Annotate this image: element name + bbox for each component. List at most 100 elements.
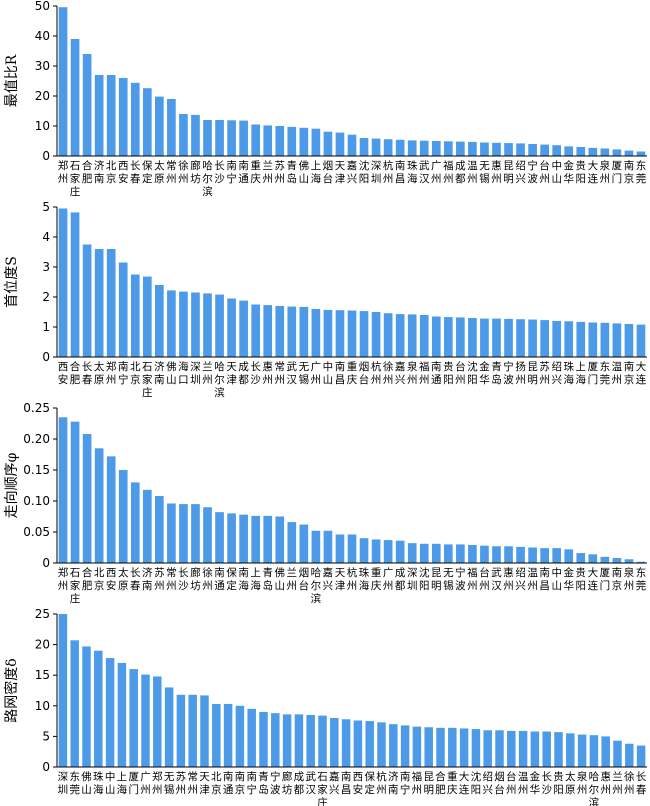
x-tick-label: 郑州 bbox=[106, 360, 117, 386]
x-tick-label: 南京 bbox=[624, 159, 635, 185]
x-tick-label: 杭州 bbox=[371, 360, 382, 386]
x-tick-label: 烟台 bbox=[359, 360, 370, 386]
bar-4-3 bbox=[82, 646, 91, 767]
x-tick-label: 武汉 bbox=[419, 159, 430, 185]
x-tick-label: 天津 bbox=[199, 771, 210, 796]
bar-3-31 bbox=[419, 543, 429, 563]
bar-4-22 bbox=[306, 714, 315, 767]
bar-3-33 bbox=[443, 544, 453, 563]
x-tick-label: 廊坊 bbox=[190, 566, 201, 592]
bar-3-49 bbox=[636, 561, 646, 563]
x-tick-label: 北京 bbox=[106, 160, 117, 185]
bar-4-37 bbox=[483, 730, 492, 767]
x-tick-label: 深圳 bbox=[407, 567, 418, 592]
bar-3-48 bbox=[624, 559, 634, 563]
y-tick-label: 5 bbox=[42, 200, 50, 214]
x-tick-label: 兰州 bbox=[262, 159, 273, 185]
bar-4-15 bbox=[223, 703, 233, 767]
x-tick-label: 上海 bbox=[576, 361, 587, 386]
bar-4-12 bbox=[188, 694, 197, 767]
x-tick-label: 成都 bbox=[395, 567, 406, 592]
bar-4-29 bbox=[389, 724, 398, 767]
bar-4-50 bbox=[636, 745, 646, 767]
bar-3-26 bbox=[359, 538, 369, 563]
x-tick-label: 贵阳 bbox=[576, 159, 587, 185]
bar-4-8 bbox=[141, 674, 150, 767]
x-tick-label: 烟台 bbox=[323, 159, 334, 185]
y-axis-label: 最值比R bbox=[4, 54, 20, 107]
bar-4-28 bbox=[377, 722, 386, 767]
bar-1-32 bbox=[431, 141, 441, 156]
x-tick-label: 长沙 bbox=[541, 771, 552, 796]
bar-4-44 bbox=[566, 733, 575, 767]
bar-4-46 bbox=[589, 735, 599, 767]
bar-4-17 bbox=[247, 708, 256, 767]
x-tick-label: 常州 bbox=[166, 159, 177, 185]
x-tick-label: 嘉兴 bbox=[329, 770, 340, 796]
bar-3-24 bbox=[335, 534, 345, 563]
bar-4-31 bbox=[412, 726, 422, 767]
bar-4-14 bbox=[212, 703, 221, 767]
x-tick-label: 深圳 bbox=[371, 160, 382, 185]
x-tick-label: 武汉 bbox=[287, 360, 298, 386]
bar-1-3 bbox=[82, 54, 92, 156]
bar-4-34 bbox=[448, 727, 457, 767]
x-tick-label: 福州 bbox=[419, 360, 430, 386]
x-tick-label: 济南 bbox=[388, 770, 399, 796]
bar-1-35 bbox=[468, 141, 477, 156]
y-tick-label: 0 bbox=[42, 149, 50, 163]
x-tick-label: 徐州 bbox=[624, 770, 635, 796]
bar-1-34 bbox=[456, 141, 465, 156]
bar-3-17 bbox=[251, 515, 261, 563]
x-tick-label: 成都 bbox=[455, 160, 466, 185]
bar-3-40 bbox=[528, 547, 537, 563]
x-tick-label: 宁波 bbox=[527, 159, 538, 185]
bar-2-47 bbox=[612, 323, 622, 357]
bar-2-48 bbox=[624, 324, 634, 357]
x-tick-label: 保定 bbox=[364, 770, 375, 796]
bar-1-29 bbox=[395, 139, 405, 156]
bar-1-45 bbox=[588, 147, 598, 156]
bar-2-46 bbox=[600, 322, 610, 357]
bar-4-26 bbox=[353, 720, 363, 767]
x-tick-label: 济南 bbox=[94, 159, 105, 185]
bar-4-13 bbox=[200, 695, 209, 767]
bar-1-13 bbox=[203, 120, 212, 156]
x-tick-label: 南宁 bbox=[246, 770, 257, 796]
x-tick-label: 东莞 bbox=[600, 360, 611, 386]
bar-1-48 bbox=[624, 150, 634, 156]
bar-1-40 bbox=[528, 144, 537, 156]
x-tick-label: 南昌 bbox=[395, 159, 406, 185]
x-tick-label: 上海 bbox=[311, 160, 322, 185]
x-tick-label: 保定 bbox=[226, 566, 237, 592]
bar-4-25 bbox=[341, 719, 351, 767]
x-tick-label: 广州 bbox=[311, 361, 322, 386]
y-tick-label: 1 bbox=[42, 320, 50, 334]
x-tick-label: 重庆 bbox=[371, 566, 382, 592]
x-tick-label: 无锡 bbox=[164, 771, 175, 796]
x-tick-label: 北京 bbox=[94, 567, 105, 592]
bar-2-41 bbox=[540, 320, 549, 357]
x-tick-label: 昆明 bbox=[431, 567, 442, 592]
x-tick-label: 台州 bbox=[455, 360, 466, 386]
x-tick-label: 厦门 bbox=[612, 160, 623, 185]
bar-4-24 bbox=[330, 718, 339, 767]
x-tick-label: 绍兴 bbox=[482, 770, 493, 796]
bar-1-24 bbox=[335, 132, 345, 156]
bar-3-41 bbox=[540, 548, 549, 563]
bar-2-12 bbox=[191, 292, 200, 357]
bar-1-19 bbox=[275, 126, 285, 156]
bar-4-7 bbox=[129, 669, 138, 767]
x-tick-label: 郑州 bbox=[58, 566, 69, 592]
x-tick-label: 广州 bbox=[431, 160, 442, 185]
bar-1-39 bbox=[516, 143, 525, 156]
bar-4-9 bbox=[153, 676, 162, 767]
x-tick-label: 兰州 bbox=[287, 566, 298, 592]
y-tick-label: 20 bbox=[35, 638, 50, 652]
bar-4-45 bbox=[577, 734, 587, 767]
x-tick-label: 长春 bbox=[130, 160, 141, 185]
x-tick-label: 石家庄 bbox=[317, 771, 328, 806]
bar-2-5 bbox=[106, 249, 116, 357]
bar-1-44 bbox=[576, 147, 586, 156]
